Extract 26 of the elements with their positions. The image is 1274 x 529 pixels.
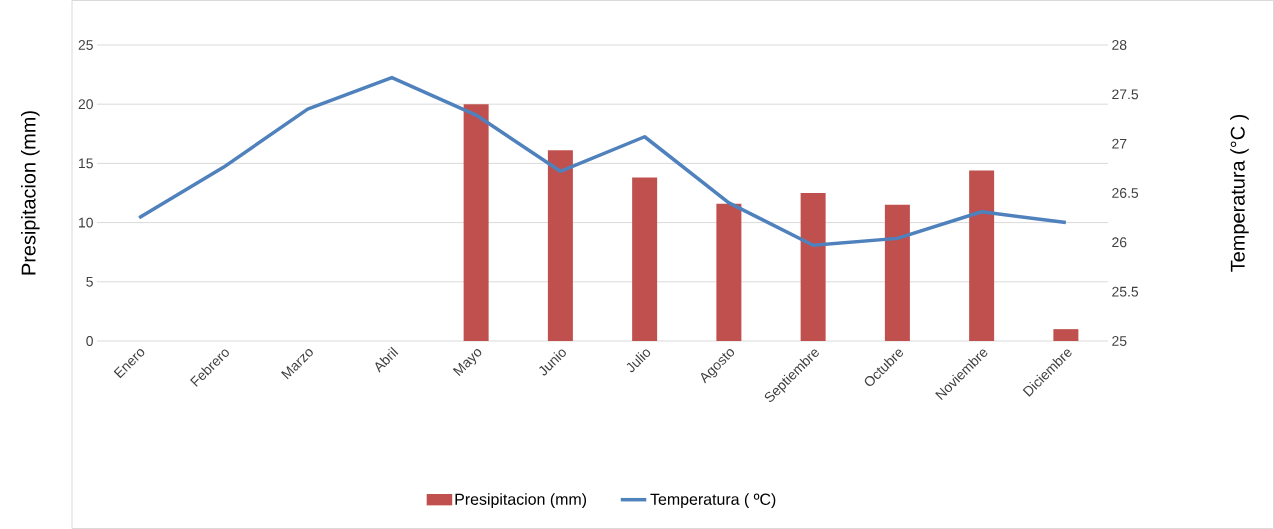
y-tick-label: 20 — [78, 99, 93, 110]
y2-axis-title: Temperatura (°C ) — [1230, 114, 1249, 272]
y2-tick-label: 27.5 — [1112, 89, 1139, 100]
bar — [463, 104, 489, 341]
bar — [969, 170, 995, 341]
y2-tick-label: 25 — [1112, 336, 1127, 346]
bar — [716, 203, 742, 341]
bar — [632, 177, 658, 341]
y2-tick-label: 26.5 — [1112, 188, 1139, 198]
bar — [1053, 329, 1079, 341]
bar — [884, 204, 910, 341]
y2-tick-label: 26 — [1112, 237, 1127, 248]
y2-tick-label: 27 — [1112, 138, 1127, 149]
y2-tick-label: 28 — [1112, 40, 1127, 50]
y-tick-label: 5 — [86, 276, 93, 287]
bar — [800, 192, 826, 341]
y-tick-label: 0 — [86, 336, 93, 346]
y-tick-label: 10 — [79, 217, 93, 228]
y2-tick-label: 25.5 — [1112, 286, 1139, 297]
legend-label: Temperatura ( ºC) — [650, 493, 776, 509]
bar — [547, 150, 573, 341]
legend-label: Presipitacion (mm) — [455, 493, 587, 509]
y-tick-label: 15 — [79, 158, 93, 169]
y-axis-title: Presipitacion (mm) — [21, 111, 40, 275]
line-series — [137, 75, 1068, 248]
y-tick-label: 25 — [78, 40, 93, 50]
